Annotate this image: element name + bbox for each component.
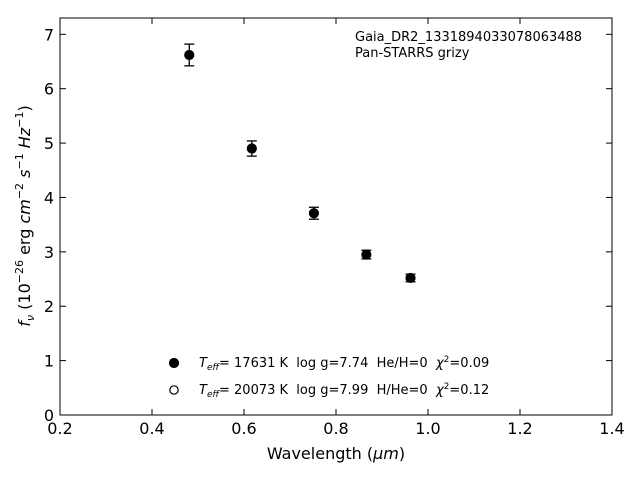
y-tick-label: 1 [44,352,54,371]
data-point [184,49,195,61]
x-tick-label: 0.6 [231,419,256,438]
x-tick-label: 0.4 [139,419,164,438]
legend-marker-filled [168,357,180,369]
y-tick-label: 3 [44,243,54,262]
y-tick-label: 7 [44,25,54,44]
y-tick-label: 2 [44,297,54,316]
x-tick-label: 1.4 [599,419,624,438]
y-tick-label: 0 [44,406,54,425]
y-tick-label: 6 [44,80,54,99]
data-point [308,208,320,219]
annotation-line-1: Gaia_DR2_1331894033078063488 [355,30,582,45]
legend-entry-1: Teff= 17631 K log g=7.74 He/H=0 χ2=0.09 [199,355,489,373]
y-axis-label: fν (10−26 erg cm−2 s−1 Hz−1) [13,105,37,326]
data-point [361,249,372,260]
annotation-line-2: Pan-STARRS grizy [355,46,470,61]
x-tick-label: 1.2 [507,419,532,438]
y-tick-label: 4 [44,188,54,207]
x-tick-label: 1.0 [415,419,440,438]
data-point [246,143,257,154]
x-axis-label: Wavelength (μm) [267,444,405,463]
legend-entry-2: Teff= 20073 K log g=7.99 H/He=0 χ2=0.12 [199,382,489,400]
data-points [184,43,416,284]
annotation: Gaia_DR2_1331894033078063488 Pan-STARRS … [355,30,582,61]
x-tick-label: 0.2 [47,419,72,438]
legend-marker-open [169,385,179,395]
data-point [405,272,416,284]
x-tick-label: 0.8 [323,419,348,438]
y-tick-label: 5 [44,134,54,153]
plot-axes: 0.2 0.4 0.6 0.8 1.0 1.2 1.4 0 1 2 3 4 5 6 7 [44,17,625,438]
legend: Teff= 17631 K log g=7.74 He/H=0 χ2=0.09 … [168,355,489,400]
